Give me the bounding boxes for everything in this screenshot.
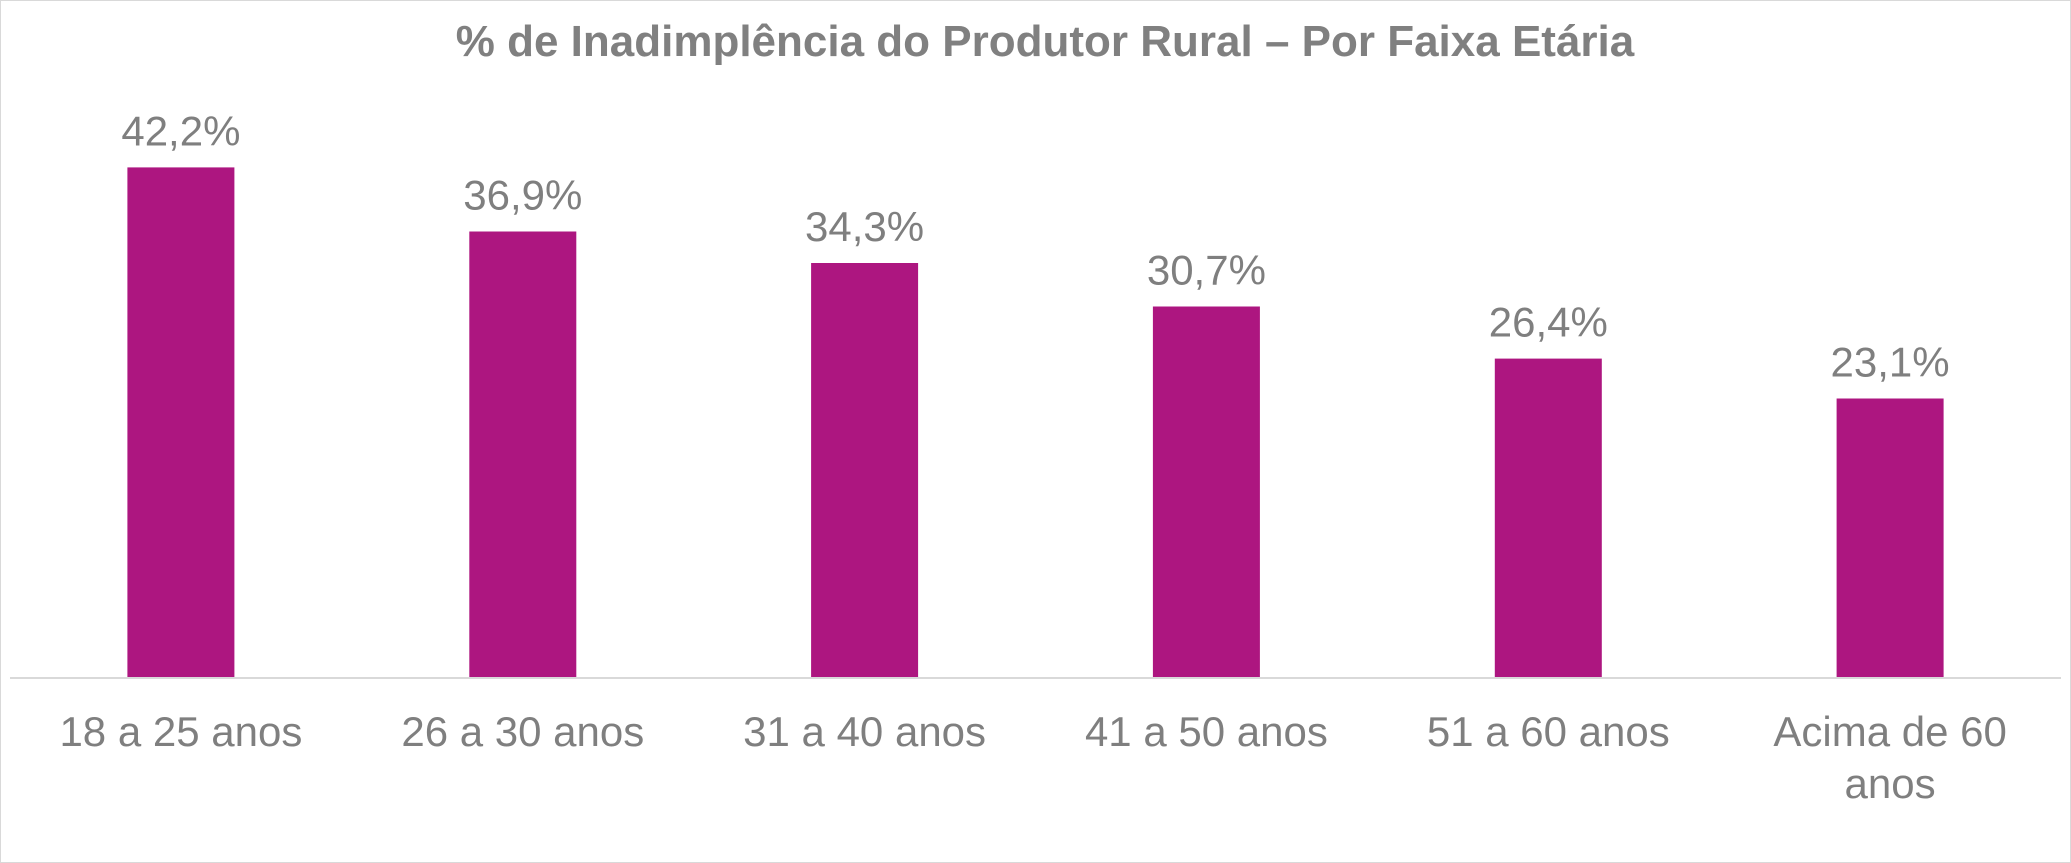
category-label-line: 41 a 50 anos xyxy=(1085,708,1328,755)
bar xyxy=(1494,358,1602,678)
data-label: 23,1% xyxy=(1831,339,1950,386)
category-label-line: Acima de 60 xyxy=(1773,708,2006,755)
category-label: 26 a 30 anos xyxy=(401,708,644,755)
category-label: 18 a 25 anos xyxy=(59,708,302,755)
bar xyxy=(127,167,235,678)
category-labels-group: 18 a 25 anos 26 a 30 anos 31 a 40 anos 41 a… xyxy=(59,708,2006,807)
category-label-line: 18 a 25 anos xyxy=(59,708,302,755)
category-label-line: 31 a 40 anos xyxy=(743,708,986,755)
data-label: 42,2% xyxy=(121,107,240,154)
bars-group xyxy=(127,167,1944,678)
category-label: 51 a 60 anos xyxy=(1427,708,1670,755)
category-label: 31 a 40 anos xyxy=(743,708,986,755)
category-label: 41 a 50 anos xyxy=(1085,708,1328,755)
bar xyxy=(1152,306,1260,678)
data-labels-group: 42,2% 36,9% 34,3% 30,7% 26,4% 23,1% xyxy=(121,107,1949,385)
category-label-line: 51 a 60 anos xyxy=(1427,708,1670,755)
data-label: 36,9% xyxy=(463,172,582,219)
category-label-line: 26 a 30 anos xyxy=(401,708,644,755)
bar xyxy=(1836,398,1944,678)
bar xyxy=(811,263,919,678)
data-label: 30,7% xyxy=(1147,247,1266,294)
bar xyxy=(469,231,577,678)
data-label: 34,3% xyxy=(805,203,924,250)
category-label: Acima de 60 anos xyxy=(1773,708,2006,807)
category-label-line: anos xyxy=(1845,760,1936,807)
chart-title: % de Inadimplência do Produtor Rural – P… xyxy=(456,17,1635,66)
data-label: 26,4% xyxy=(1489,299,1608,346)
